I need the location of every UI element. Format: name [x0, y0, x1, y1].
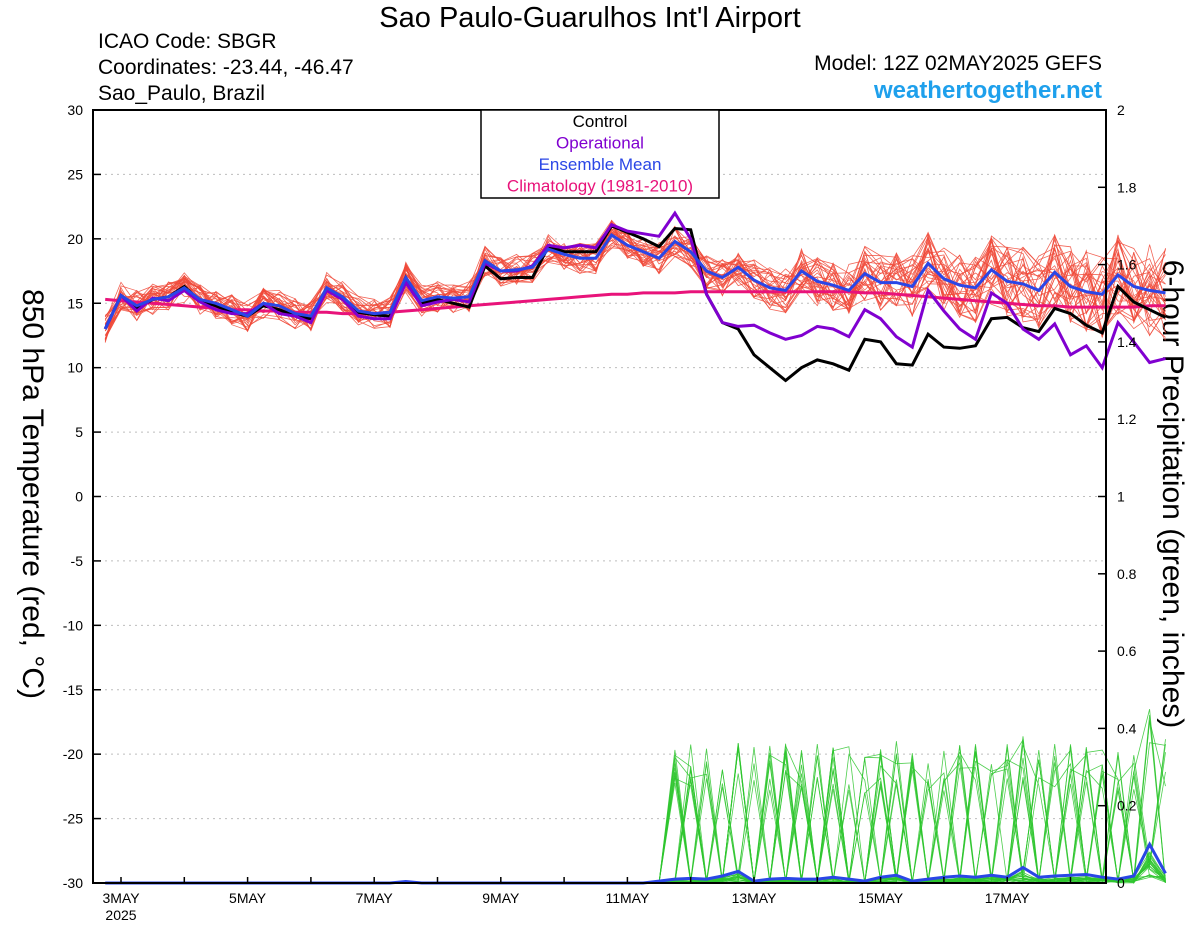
precip-member-line	[105, 736, 1166, 884]
y-right-tick-label: 0.6	[1117, 643, 1137, 659]
y-right-tick-label: 0.8	[1117, 566, 1137, 582]
precip-member-line	[105, 709, 1166, 884]
x-tick-label: 5MAY	[229, 890, 267, 906]
legend-entry: Climatology (1981-2010)	[507, 177, 693, 196]
y-right-tick-label: 0.4	[1117, 720, 1137, 736]
y-right-tick-label: 2	[1117, 102, 1125, 118]
ensemble-precipitation-members	[105, 709, 1166, 885]
y-left-tick-label: -5	[71, 553, 84, 569]
precip-member-line	[105, 720, 1166, 884]
y-left-tick-label: 20	[67, 231, 83, 247]
operational-line	[103, 210, 1166, 371]
legend-entry: Control	[573, 112, 628, 131]
y-left-tick-label: 30	[67, 102, 83, 118]
y-left-tick-label: 5	[75, 424, 83, 440]
y-left-tick-label: 10	[67, 360, 83, 376]
coordinates: Coordinates: -23.44, -46.47	[98, 56, 354, 79]
chart-title: Sao Paulo-Guarulhos Int'l Airport	[379, 2, 801, 34]
ensemble-mean-line	[103, 232, 1166, 330]
y-right-tick-label: 1.4	[1117, 334, 1137, 350]
legend: Control Operational Ensemble Mean Climatolo…	[480, 109, 720, 199]
x-tick-label: 15MAY	[858, 890, 904, 906]
brand-link[interactable]: weathertogether.net	[873, 77, 1102, 104]
y-left-tick-label: 15	[67, 295, 83, 311]
grid-lines	[93, 173, 1106, 820]
x-tick-label: 17MAY	[985, 890, 1031, 906]
y-right-tick-label: 1	[1117, 489, 1125, 505]
y-right-tick-label: 0	[1117, 875, 1125, 891]
x-tick-year-label: 2025	[105, 907, 136, 923]
legend-entry: Ensemble Mean	[539, 155, 662, 174]
axes: 302520151050-5-10-15-20-25-3021.81.61.41…	[63, 102, 1137, 923]
temp-member-line	[104, 222, 1166, 328]
legend-entry: Operational	[556, 134, 644, 153]
precip-member-line	[105, 714, 1166, 884]
x-tick-label: 7MAY	[356, 890, 394, 906]
y-left-tick-label: -30	[63, 875, 83, 891]
location-name: Sao_Paulo, Brazil	[98, 82, 265, 105]
x-tick-label: 9MAY	[482, 890, 520, 906]
y-left-tick-label: -10	[63, 617, 83, 633]
control-line	[103, 224, 1167, 383]
precip-member-line	[105, 756, 1166, 884]
x-tick-label: 13MAY	[732, 890, 778, 906]
y-right-tick-label: 0.2	[1117, 798, 1137, 814]
legend-box	[480, 109, 720, 199]
y-right-tick-label: 1.6	[1117, 257, 1137, 273]
y-left-tick-label: -15	[63, 682, 83, 698]
precip-member-line	[105, 720, 1166, 884]
model-run: Model: 12Z 02MAY2025 GEFS	[814, 52, 1102, 75]
icao-code: ICAO Code: SBGR	[98, 30, 277, 53]
y-right-tick-label: 1.2	[1117, 411, 1137, 427]
y-right-tick-label: 1.8	[1117, 179, 1137, 195]
y-left-tick-label: -25	[63, 811, 83, 827]
y-left-tick-label: -20	[63, 746, 83, 762]
x-tick-label: 3MAY	[102, 890, 140, 906]
y-left-tick-label: 25	[67, 166, 83, 182]
y-left-tick-label: 0	[75, 489, 83, 505]
precip-member-line	[105, 758, 1166, 884]
precip-member-line	[105, 749, 1166, 884]
x-tick-label: 11MAY	[605, 890, 649, 906]
